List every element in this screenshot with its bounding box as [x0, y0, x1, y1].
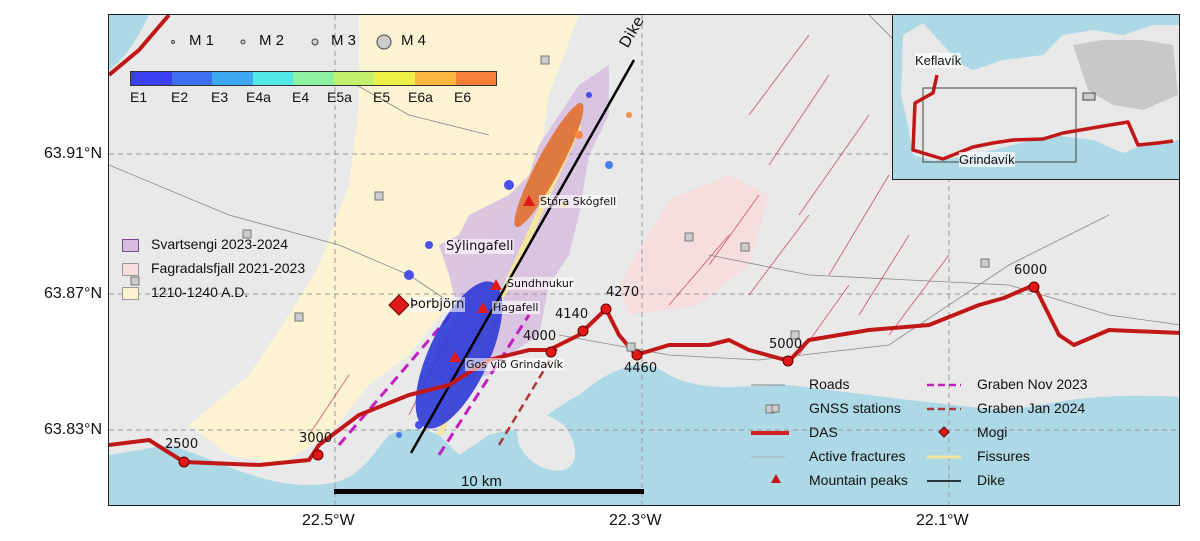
- das-label-4270: 4270: [606, 285, 640, 300]
- legend-label-1210: 1210-1240 A.D.: [151, 284, 249, 300]
- legend-label-svartsengi: Svartsengi 2023-2024: [151, 236, 288, 252]
- lon-tick-22-5: 22.5°W: [302, 512, 355, 529]
- legend-gnss: GNSS stations: [809, 400, 901, 416]
- colorbar: [130, 71, 497, 86]
- magnitude-legend-symbols: [171, 34, 392, 50]
- legend-fissures: Fissures: [977, 448, 1030, 464]
- gos-label: Gos við Grindavík: [465, 358, 565, 371]
- sundhnukur-label: Sundhnukur: [506, 277, 575, 290]
- lat-tick-63-91: 63.91°N: [44, 145, 102, 162]
- legend-mountain-peaks: Mountain peaks: [809, 472, 908, 488]
- inset-canvas: [901, 23, 1179, 163]
- stora-skogfell-label: Stóra Skógfell: [539, 195, 618, 208]
- colorbar-label-e6: E6: [454, 89, 472, 105]
- legend-roads: Roads: [809, 376, 850, 392]
- colorbar-segment-e5a: [333, 72, 375, 85]
- das-label-3000: 3000: [299, 431, 333, 446]
- colorbar-label-e5: E5: [373, 89, 391, 105]
- colorbar-label-e6a: E6a: [408, 89, 433, 105]
- das-label-6000: 6000: [1014, 263, 1048, 278]
- das-label-2500: 2500: [165, 437, 199, 452]
- mag-m4-label: M 4: [401, 32, 427, 49]
- mag-m2-label: M 2: [259, 32, 285, 49]
- lon-tick-22-3: 22.3°W: [609, 512, 662, 529]
- colorbar-label-e2: E2: [171, 89, 189, 105]
- thorbjorn-label: Þorbjörn: [409, 297, 466, 312]
- inset-map: Keflavík Grindavík: [892, 14, 1180, 180]
- mag-m1-label: M 1: [189, 32, 215, 49]
- legend-active-fractures: Active fractures: [809, 448, 906, 464]
- colorbar-segment-e4: [293, 72, 334, 85]
- legend-dike: Dike: [977, 472, 1006, 488]
- legend-symbols: [751, 383, 961, 483]
- legend-graben-jan: Graben Jan 2024: [977, 400, 1086, 416]
- legend-swatch-fagradalsfjall: [122, 263, 139, 276]
- colorbar-segment-e1: [131, 72, 172, 85]
- lon-tick-22-1: 22.1°W: [916, 512, 969, 529]
- sylingafell-label: Sýlingafell: [445, 239, 515, 254]
- inset-keflavik-label: Keflavík: [915, 53, 962, 68]
- mag-m3-label: M 3: [331, 32, 357, 49]
- hagafell-label: Hagafell: [492, 301, 540, 314]
- colorbar-label-e3: E3: [211, 89, 229, 105]
- colorbar-label-e4: E4: [292, 89, 310, 105]
- colorbar-label-e5a: E5a: [327, 89, 352, 105]
- colorbar-label-e4a: E4a: [246, 89, 271, 105]
- legend-graben-nov: Graben Nov 2023: [977, 376, 1088, 392]
- lat-tick-63-83: 63.83°N: [44, 421, 102, 438]
- colorbar-label-e1: E1: [130, 89, 148, 105]
- colorbar-segment-e3: [212, 72, 253, 85]
- legend-swatch-svartsengi: [122, 239, 139, 252]
- colorbar-segment-e6: [455, 72, 497, 85]
- das-label-4460: 4460: [624, 361, 658, 376]
- legend-label-fagradalsfjall: Fagradalsfjall 2021-2023: [151, 260, 306, 276]
- legend-mogi: Mogi: [977, 424, 1008, 440]
- legend-das: DAS: [809, 424, 838, 440]
- colorbar-segment-e2: [171, 72, 213, 85]
- das-label-4000: 4000: [523, 329, 557, 344]
- lat-tick-63-87: 63.87°N: [44, 285, 102, 302]
- colorbar-segment-e6a: [414, 72, 456, 85]
- inset-grindavik-label: Grindavík: [959, 152, 1015, 167]
- legend-swatch-1210: [122, 287, 139, 300]
- das-label-4140: 4140: [555, 307, 589, 322]
- colorbar-segment-e5: [374, 72, 415, 85]
- colorbar-segment-e4a: [252, 72, 294, 85]
- scale-bar-label: 10 km: [461, 473, 502, 490]
- das-label-5000: 5000: [769, 337, 803, 352]
